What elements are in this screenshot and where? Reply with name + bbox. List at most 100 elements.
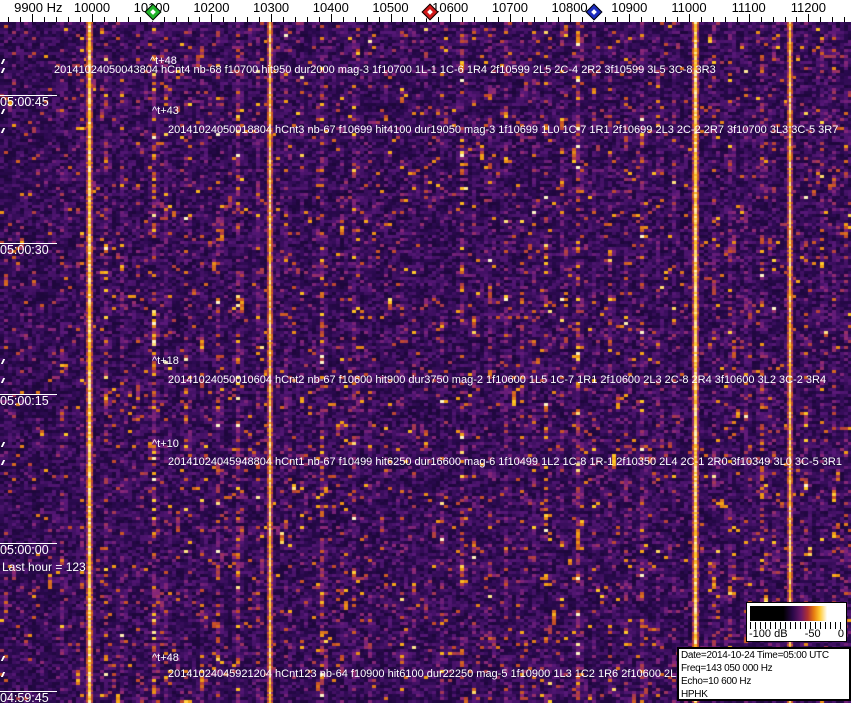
axis-tick xyxy=(713,17,714,22)
legend-label-max: 0 xyxy=(837,628,844,640)
axis-tick xyxy=(140,17,141,22)
axis-tick xyxy=(832,17,833,22)
axis-tick xyxy=(582,17,583,22)
axis-tick xyxy=(319,17,320,22)
time-label: 05:00:30 xyxy=(0,243,57,257)
axis-tick xyxy=(271,14,272,22)
axis-tick xyxy=(605,17,606,22)
axis-label: 10000 xyxy=(73,0,111,15)
axis-tick xyxy=(116,17,117,22)
axis-tick xyxy=(20,17,21,22)
axis-tick xyxy=(653,17,654,22)
event-marker: ^t+10 xyxy=(152,438,179,450)
legend-label-min: -100 dB xyxy=(749,628,788,640)
axis-label: 10700 xyxy=(491,0,528,15)
time-label: 05:00:15 xyxy=(0,394,57,408)
info-line-date: Date=2014-10-24 Time=05:00 UTC xyxy=(681,650,829,661)
axis-label: 11000 xyxy=(671,0,707,15)
axis-label: 10200 xyxy=(193,0,230,15)
axis-tick xyxy=(629,14,630,22)
axis-label: 10900 xyxy=(611,0,648,15)
axis-tick xyxy=(295,17,296,22)
axis-tick xyxy=(247,17,248,22)
axis-tick xyxy=(546,17,547,22)
axis-tick xyxy=(641,17,642,22)
axis-tick xyxy=(188,17,189,22)
axis-tick xyxy=(677,17,678,22)
axis-label: 11100 xyxy=(731,0,766,15)
axis-tick xyxy=(414,17,415,22)
axis-tick xyxy=(379,17,380,22)
time-label: 05:00:00 xyxy=(0,543,57,557)
axis-tick xyxy=(450,14,451,22)
axis-tick xyxy=(331,14,332,22)
event-marker: ^t+48 xyxy=(152,652,179,664)
axis-tick xyxy=(355,17,356,22)
axis-label: 10400 xyxy=(312,0,349,15)
axis-tick xyxy=(749,14,750,22)
info-line-echo: Echo=10 600 Hz xyxy=(681,676,752,687)
axis-tick xyxy=(307,17,308,22)
time-label: 04:59:45 xyxy=(0,691,57,703)
event-marker: ^t+43 xyxy=(152,105,179,117)
info-line-freq: Freq=143 050 000 Hz xyxy=(681,663,773,674)
axis-label: 10300 xyxy=(253,0,290,15)
axis-tick xyxy=(44,17,45,22)
axis-label: 10500 xyxy=(372,0,409,15)
db-scale-legend: -100 dB -50 0 xyxy=(746,602,847,642)
axis-tick xyxy=(761,17,762,22)
axis-tick xyxy=(462,17,463,22)
axis-tick xyxy=(164,17,165,22)
axis-tick xyxy=(235,17,236,22)
axis-tick xyxy=(367,17,368,22)
freq-marker-blue-diamond-icon[interactable] xyxy=(585,3,603,21)
last-hour-label: Last hour = 123 xyxy=(2,560,86,574)
axis-tick xyxy=(438,17,439,22)
axis-label: 10600 xyxy=(432,0,469,15)
axis-tick xyxy=(283,17,284,22)
axis-tick xyxy=(796,17,797,22)
legend-labels: -100 dB -50 0 xyxy=(749,628,844,640)
axis-tick xyxy=(474,17,475,22)
time-label: 05:00:45 xyxy=(0,95,57,109)
axis-tick xyxy=(56,17,57,22)
legend-gradient-bar xyxy=(750,606,843,621)
axis-tick xyxy=(343,17,344,22)
axis-tick xyxy=(844,17,845,22)
axis-tick xyxy=(199,17,200,22)
info-line-station: HPHK xyxy=(681,689,708,700)
axis-tick xyxy=(426,17,427,22)
axis-tick xyxy=(259,17,260,22)
axis-tick xyxy=(486,17,487,22)
frequency-axis: 9900 Hz100001010010200103001040010500106… xyxy=(0,0,851,22)
axis-tick xyxy=(689,14,690,22)
axis-tick xyxy=(391,14,392,22)
axis-tick xyxy=(570,14,571,22)
axis-tick xyxy=(773,17,774,22)
axis-tick xyxy=(820,17,821,22)
axis-tick xyxy=(498,17,499,22)
axis-tick xyxy=(808,14,809,22)
axis-label: 10800 xyxy=(551,0,588,15)
axis-tick xyxy=(402,17,403,22)
event-record-text: 20141024045921204 hCnt123 nb-64 f10900 h… xyxy=(168,668,811,680)
axis-tick xyxy=(785,17,786,22)
axis-tick xyxy=(176,17,177,22)
axis-tick xyxy=(211,14,212,22)
axis-tick xyxy=(92,14,93,22)
axis-tick xyxy=(68,17,69,22)
axis-tick xyxy=(725,17,726,22)
legend-label-mid: -50 xyxy=(804,628,821,640)
axis-label: 9900 Hz xyxy=(14,0,63,15)
info-box: Date=2014-10-24 Time=05:00 UTC Freq=143 … xyxy=(677,647,851,701)
event-marker: ^t+48 xyxy=(150,55,177,67)
event-record-text: 20141024050043804 hCnt4 nb-68 f10700 hit… xyxy=(54,64,716,76)
event-record-text: 20141024050018804 hCnt3 nb-67 f10699 hit… xyxy=(168,124,839,136)
axis-tick xyxy=(558,17,559,22)
axis-tick xyxy=(701,17,702,22)
axis-tick xyxy=(80,17,81,22)
axis-tick xyxy=(223,17,224,22)
axis-tick xyxy=(128,17,129,22)
axis-tick xyxy=(617,17,618,22)
